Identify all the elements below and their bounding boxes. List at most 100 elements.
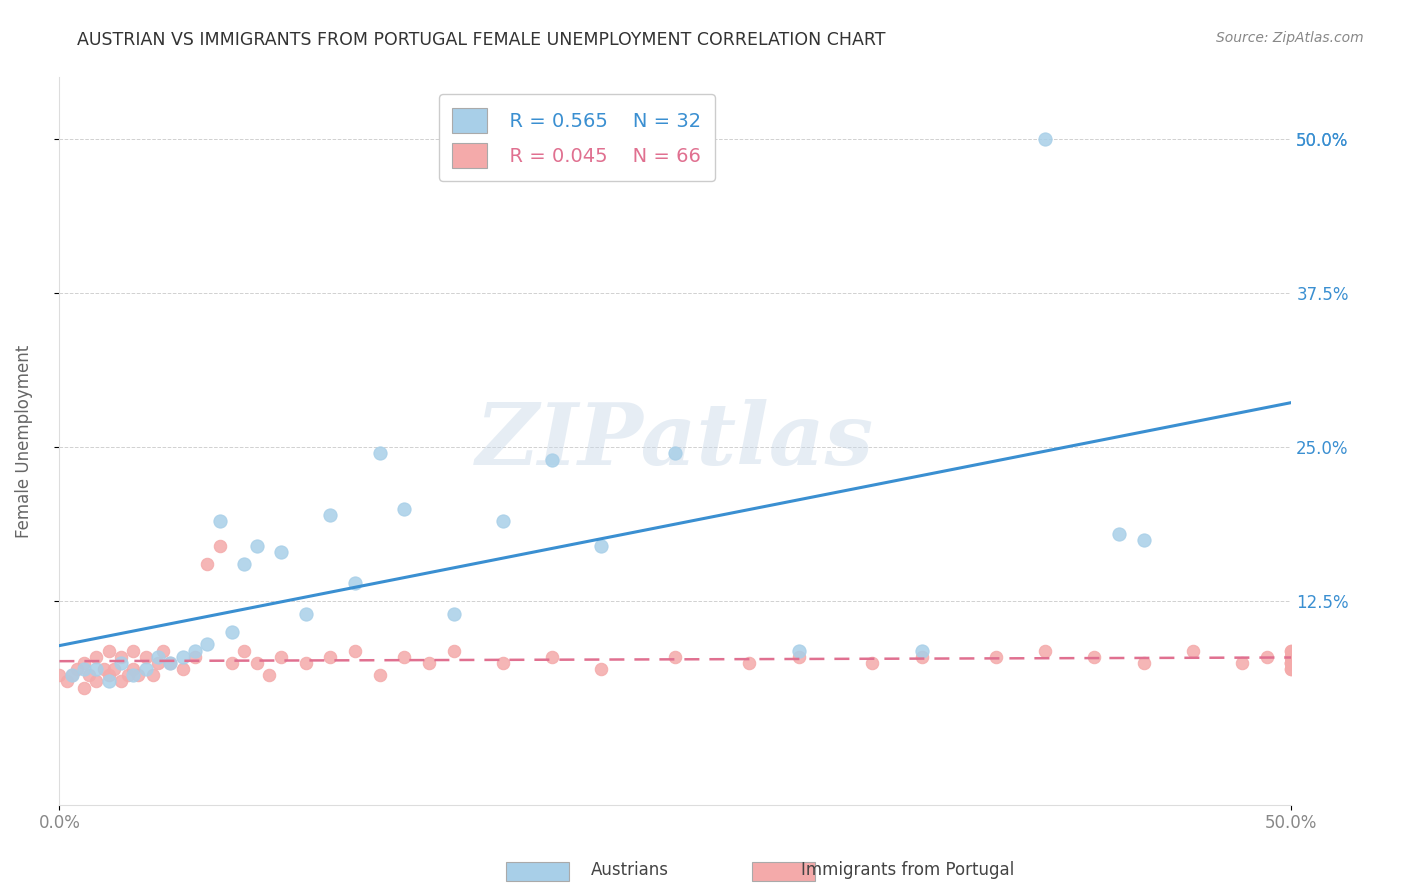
Point — [368, 668, 391, 682]
Point — [1279, 649, 1302, 664]
Point — [294, 656, 316, 670]
Point — [368, 446, 391, 460]
Point — [541, 649, 564, 664]
Point — [73, 656, 96, 670]
Point — [97, 643, 120, 657]
Point — [195, 637, 218, 651]
Point — [110, 674, 132, 689]
Point — [1279, 649, 1302, 664]
Point — [135, 662, 157, 676]
Point — [394, 649, 416, 664]
Point — [1279, 656, 1302, 670]
Point — [1181, 643, 1204, 657]
Point — [172, 649, 194, 664]
Point — [443, 643, 465, 657]
Point — [541, 452, 564, 467]
Point — [591, 662, 613, 676]
Point — [319, 508, 342, 522]
Point — [159, 656, 181, 670]
Point — [117, 668, 139, 682]
Point — [1033, 132, 1056, 146]
Point — [86, 662, 108, 676]
Point — [418, 656, 440, 670]
Point — [1033, 643, 1056, 657]
Point — [66, 662, 89, 676]
Point — [233, 558, 256, 572]
Point — [591, 539, 613, 553]
Text: ZIPatlas: ZIPatlas — [477, 400, 875, 483]
Point — [221, 625, 243, 640]
Text: Source: ZipAtlas.com: Source: ZipAtlas.com — [1216, 31, 1364, 45]
Point — [664, 649, 686, 664]
Point — [127, 668, 149, 682]
Point — [86, 674, 108, 689]
Point — [1279, 643, 1302, 657]
Point — [270, 545, 292, 559]
Point — [787, 643, 810, 657]
Point — [664, 446, 686, 460]
Point — [60, 668, 83, 682]
Point — [77, 668, 100, 682]
Point — [1083, 649, 1105, 664]
Point — [195, 558, 218, 572]
Point — [1279, 643, 1302, 657]
Point — [55, 674, 77, 689]
Text: Austrians: Austrians — [591, 861, 668, 879]
Point — [1108, 526, 1130, 541]
Point — [492, 656, 515, 670]
Point — [1279, 649, 1302, 664]
Point — [787, 649, 810, 664]
Point — [110, 649, 132, 664]
Text: Immigrants from Portugal: Immigrants from Portugal — [801, 861, 1015, 879]
Point — [184, 649, 207, 664]
Point — [344, 643, 367, 657]
Point — [294, 607, 316, 621]
Point — [60, 668, 83, 682]
Point — [245, 539, 267, 553]
Point — [1279, 662, 1302, 676]
Point — [122, 643, 145, 657]
Point — [221, 656, 243, 670]
Point — [233, 643, 256, 657]
Point — [86, 649, 108, 664]
Point — [492, 514, 515, 528]
Point — [122, 668, 145, 682]
Point — [208, 539, 231, 553]
Point — [984, 649, 1007, 664]
Point — [319, 649, 342, 664]
Point — [184, 643, 207, 657]
Point — [1279, 662, 1302, 676]
Point — [73, 681, 96, 695]
Point — [1132, 533, 1154, 547]
Point — [911, 649, 934, 664]
Point — [1132, 656, 1154, 670]
Point — [135, 649, 157, 664]
Point — [257, 668, 280, 682]
Point — [172, 662, 194, 676]
Point — [394, 501, 416, 516]
Text: AUSTRIAN VS IMMIGRANTS FROM PORTUGAL FEMALE UNEMPLOYMENT CORRELATION CHART: AUSTRIAN VS IMMIGRANTS FROM PORTUGAL FEM… — [77, 31, 886, 49]
Point — [344, 575, 367, 590]
Point — [146, 656, 169, 670]
Point — [73, 662, 96, 676]
Point — [97, 668, 120, 682]
Point — [97, 674, 120, 689]
Point — [862, 656, 884, 670]
Point — [208, 514, 231, 528]
Point — [48, 668, 70, 682]
Point — [110, 656, 132, 670]
Point — [1279, 656, 1302, 670]
Point — [911, 643, 934, 657]
Point — [159, 656, 181, 670]
Point — [443, 607, 465, 621]
Point — [738, 656, 761, 670]
Point — [245, 656, 267, 670]
Point — [1230, 656, 1253, 670]
Point — [142, 668, 165, 682]
Point — [93, 662, 115, 676]
Point — [146, 649, 169, 664]
Point — [270, 649, 292, 664]
Point — [1279, 656, 1302, 670]
Point — [103, 662, 125, 676]
Point — [1279, 649, 1302, 664]
